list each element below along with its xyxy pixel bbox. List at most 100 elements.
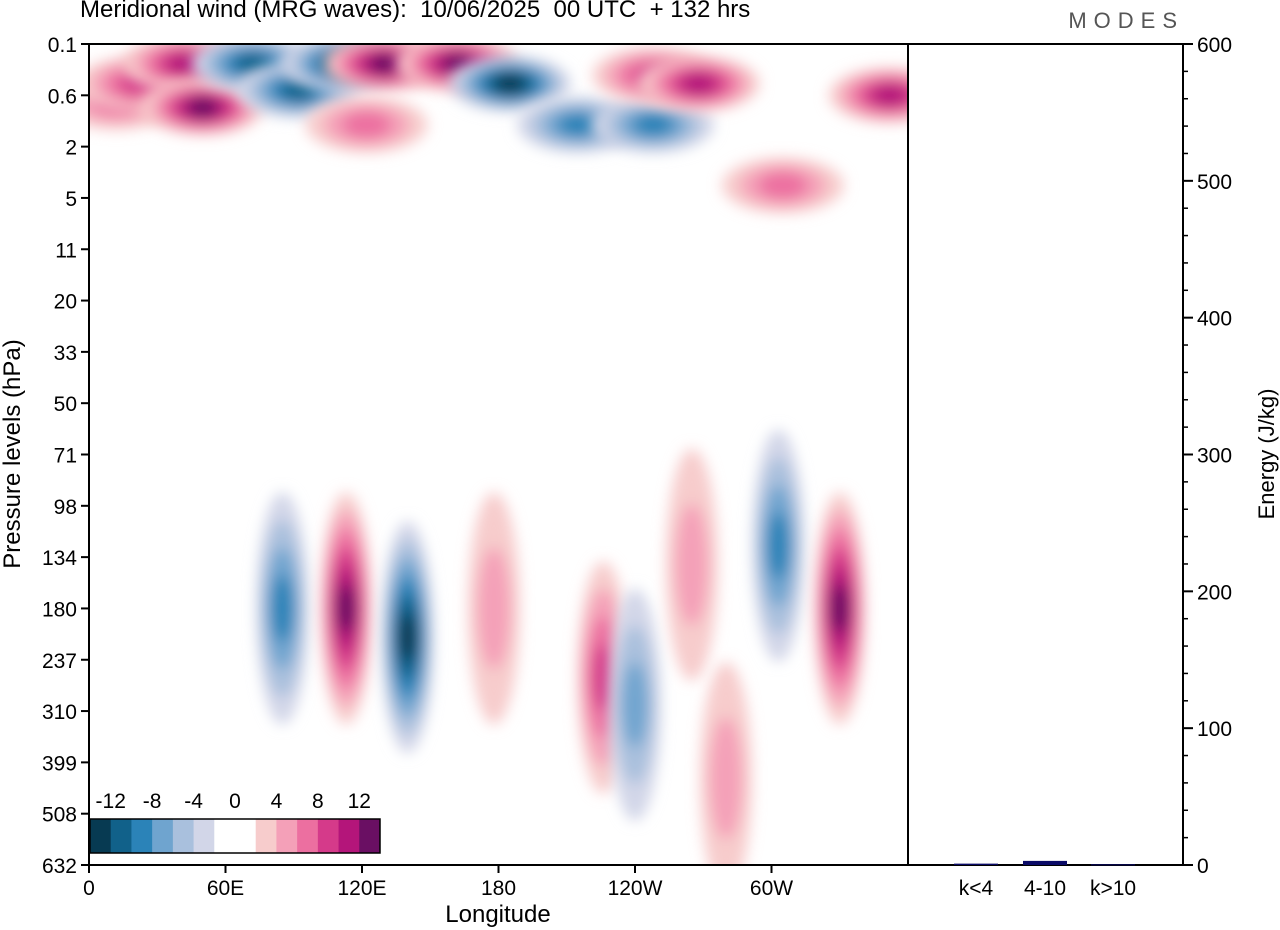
contour-band [830, 584, 850, 633]
contour-band [767, 512, 790, 580]
x-tick-label: 60W [750, 877, 793, 900]
y-tick-label: 11 [55, 239, 77, 262]
colorbar-swatch [110, 819, 132, 853]
colorbar-swatch [214, 819, 236, 853]
contour-band [622, 662, 648, 748]
colorbar-swatch [131, 819, 153, 853]
energy-tick-label: 500 [1197, 171, 1232, 194]
colorbar-swatch [359, 819, 381, 853]
energy-axis-label: Energy (J/kg) [1254, 389, 1279, 520]
colorbar-label: -12 [96, 790, 126, 813]
colorbar-swatch [297, 819, 319, 853]
energy-tick-label: 600 [1197, 34, 1232, 57]
colorbar-label: -4 [184, 790, 203, 813]
colorbar-swatch [172, 819, 195, 853]
colorbar-label: 0 [229, 790, 241, 813]
energy-bar [1091, 864, 1135, 866]
colorbar-label: -8 [143, 790, 162, 813]
contour-band [336, 584, 356, 633]
contour-band [271, 574, 294, 642]
colorbar-swatch [152, 819, 174, 853]
colorbar-swatch [317, 819, 340, 853]
y-axis-label: Pressure levels (hPa) [0, 339, 26, 568]
contour-cell [448, 55, 571, 112]
contour-field [89, 44, 908, 865]
contour-band [758, 172, 808, 199]
energy-tick-label: 300 [1197, 445, 1232, 468]
contour-cell [592, 96, 715, 153]
energy-tick-label: 100 [1197, 718, 1232, 741]
energy-axis: 0 100 200 300 400 500 600 [1183, 34, 1232, 878]
contour-band [592, 643, 615, 711]
y-axis-levels: 0.1 0.6 2 5 11 20 33 50 71 98 134 180 237 310 399 508 63… [42, 34, 89, 878]
contour-band [398, 612, 417, 662]
contour-cell [752, 429, 805, 662]
colorbar-swatch [255, 819, 277, 853]
contour-band [675, 503, 708, 626]
contour-band [872, 84, 907, 106]
contour-band [187, 97, 218, 118]
energy-tick-label: 400 [1197, 308, 1232, 331]
y-tick-label: 310 [42, 701, 77, 724]
x-tick-label: 120E [337, 877, 386, 900]
contour-band [477, 547, 510, 670]
contour-band [342, 111, 391, 139]
y-tick-label: 0.1 [48, 34, 77, 57]
energy-tick-label: 0 [1197, 855, 1209, 878]
colorbar-frame [89, 818, 381, 854]
energy-category-label: k>10 [1090, 877, 1136, 900]
y-tick-label: 237 [42, 650, 77, 673]
contour-cell [813, 492, 866, 725]
colorbar-label: 8 [312, 790, 324, 813]
contour-cell [396, 44, 519, 92]
x-axis-label: Longitude [445, 901, 550, 928]
colorbar: -12 -8 -4 0 4 8 12 [89, 790, 381, 854]
energy-tick-label: 200 [1197, 581, 1232, 604]
y-tick-label: 33 [54, 342, 77, 365]
colorbar-swatch [193, 819, 215, 853]
contour-cell [828, 67, 908, 124]
y-tick-label: 508 [42, 804, 77, 827]
contour-cell [700, 662, 752, 865]
contour-cell [256, 492, 309, 725]
y-tick-label: 5 [65, 188, 77, 211]
contour-band [681, 73, 716, 95]
y-tick-label: 2 [65, 137, 77, 160]
x-axis: 0 60E 120E 180 120W 60W [83, 865, 793, 900]
contour-cell [665, 448, 718, 681]
brand-logo: MODES [1068, 8, 1184, 33]
colorbar-label: 4 [271, 790, 283, 813]
contour-band [494, 74, 526, 94]
colorbar-swatch [338, 819, 360, 853]
energy-bars: k<4 4-10 k>10 [954, 860, 1136, 900]
y-tick-label: 0.6 [48, 85, 77, 108]
colorbar-label: 12 [348, 790, 371, 813]
y-tick-label: 71 [54, 445, 77, 468]
energy-category-label: k<4 [959, 877, 994, 900]
x-tick-label: 180 [481, 877, 516, 900]
x-tick-label: 60E [207, 877, 244, 900]
colorbar-swatch [90, 819, 112, 853]
contour-cell [141, 79, 264, 136]
contour-cell [637, 55, 760, 112]
y-tick-label: 399 [42, 752, 77, 775]
contour-cell [305, 96, 428, 153]
contour-band [633, 113, 673, 137]
chart-title: Meridional wind (MRG waves): 10/06/2025 … [80, 0, 751, 23]
contour-cell [381, 521, 434, 754]
energy-bar [954, 863, 998, 865]
y-tick-label: 50 [54, 393, 77, 416]
y-tick-label: 20 [54, 291, 77, 314]
colorbar-swatch [235, 819, 257, 853]
bar-frame [907, 43, 1184, 866]
y-tick-label: 134 [42, 547, 77, 570]
contour-cell [320, 492, 373, 725]
y-tick-label: 632 [42, 855, 77, 878]
energy-bar [1023, 860, 1067, 865]
contour-band [369, 54, 400, 74]
colorbar-swatch [276, 819, 298, 853]
energy-category-label: 4-10 [1024, 877, 1066, 900]
contour-cell [721, 157, 844, 214]
contour-cell [467, 492, 520, 725]
